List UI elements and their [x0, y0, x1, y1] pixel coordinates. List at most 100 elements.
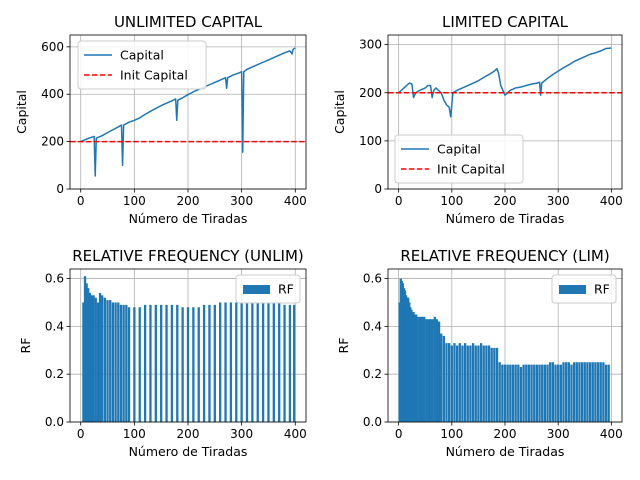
bar [202, 304, 206, 422]
bar [565, 362, 568, 422]
bar [251, 302, 254, 422]
bar [588, 362, 592, 422]
bar [283, 304, 286, 422]
legend-label: Capital [120, 48, 164, 63]
bar [493, 347, 496, 422]
bar [125, 304, 128, 422]
chart-4: 0 100 200 300 400 0.0 0.2 0.4 0.6 RELATIVE FREQUE… [336, 247, 623, 459]
chart-title: UNLIMITED CAPITAL [114, 13, 263, 31]
y-tick-label: 400 [41, 87, 64, 101]
bar [437, 321, 441, 422]
y-tick-label: 200 [359, 86, 382, 100]
bar [143, 304, 147, 422]
x-tick-label: 100 [123, 194, 146, 208]
y-tick-label: 600 [41, 40, 64, 54]
bar [109, 300, 112, 422]
bar [471, 343, 475, 422]
x-tick-label: 200 [177, 194, 200, 208]
y-tick-label: 0.6 [363, 272, 382, 286]
legend-label: Init Capital [437, 162, 505, 177]
bar [111, 302, 115, 422]
x-tick-label: 0 [395, 194, 403, 208]
bar [485, 345, 488, 422]
bar [535, 364, 539, 422]
bar [418, 316, 422, 422]
bar [229, 302, 233, 422]
legend: RF [235, 274, 301, 304]
chart-title: RELATIVE FREQUENCY (UNLIM) [72, 247, 304, 265]
bar [591, 362, 594, 422]
bar [479, 343, 483, 422]
chart-title: RELATIVE FREQUENCY (LIM) [400, 247, 609, 265]
bar [503, 364, 507, 422]
bar [92, 295, 95, 422]
bar [533, 364, 536, 422]
bar [455, 345, 459, 422]
bar [431, 319, 434, 422]
bar [445, 343, 448, 422]
bar [256, 302, 259, 422]
bar [133, 307, 136, 422]
bar [170, 304, 174, 422]
bar [567, 362, 570, 422]
bar [543, 364, 547, 422]
bar [607, 364, 610, 422]
bar [466, 345, 469, 422]
y-tick-label: 0 [56, 182, 64, 196]
bar [160, 304, 163, 422]
y-tick-label: 0.4 [45, 319, 64, 333]
legend-label: Init Capital [120, 68, 188, 83]
bar [506, 364, 509, 422]
bar [596, 362, 600, 422]
bar [98, 292, 102, 422]
bar [224, 302, 227, 422]
bar [495, 347, 499, 422]
bar [458, 343, 461, 422]
bar [440, 333, 443, 422]
y-axis-label: RF [18, 338, 33, 354]
bar [149, 304, 152, 422]
bar [474, 345, 477, 422]
y-axis-label: RF [336, 338, 351, 354]
bar [154, 304, 157, 422]
y-tick-label: 0 [374, 182, 382, 196]
bar [580, 362, 584, 422]
bar [594, 362, 597, 422]
bar [192, 307, 195, 422]
x-tick-label: 200 [177, 427, 200, 441]
series-line-capital [80, 47, 296, 177]
legend-box [394, 134, 524, 184]
bar [554, 364, 557, 422]
bar [511, 364, 515, 422]
bar [549, 362, 552, 422]
bar [293, 304, 296, 422]
y-tick-label: 0.6 [45, 272, 64, 286]
bar [240, 302, 243, 422]
legend: RF [551, 274, 617, 304]
bar [559, 364, 562, 422]
bar [106, 300, 109, 422]
bar [272, 302, 275, 422]
bar [90, 295, 93, 422]
bar [94, 297, 97, 422]
x-tick-label: 200 [494, 427, 517, 441]
bar [85, 283, 88, 422]
bar [578, 362, 581, 422]
x-tick-label: 400 [284, 194, 307, 208]
bar [501, 364, 504, 422]
bar [87, 288, 90, 422]
bar [82, 302, 85, 422]
bar [176, 304, 179, 422]
bar [562, 362, 565, 422]
y-tick-label: 0.2 [45, 367, 64, 381]
bar [498, 362, 501, 422]
bar [197, 307, 200, 422]
bar [519, 367, 523, 422]
bar [448, 343, 451, 422]
bar [165, 304, 168, 422]
bar [583, 362, 586, 422]
bar [423, 316, 426, 422]
bar [420, 316, 424, 422]
x-tick-label: 100 [440, 194, 463, 208]
x-axis-label: Número de Tiradas [129, 211, 248, 226]
